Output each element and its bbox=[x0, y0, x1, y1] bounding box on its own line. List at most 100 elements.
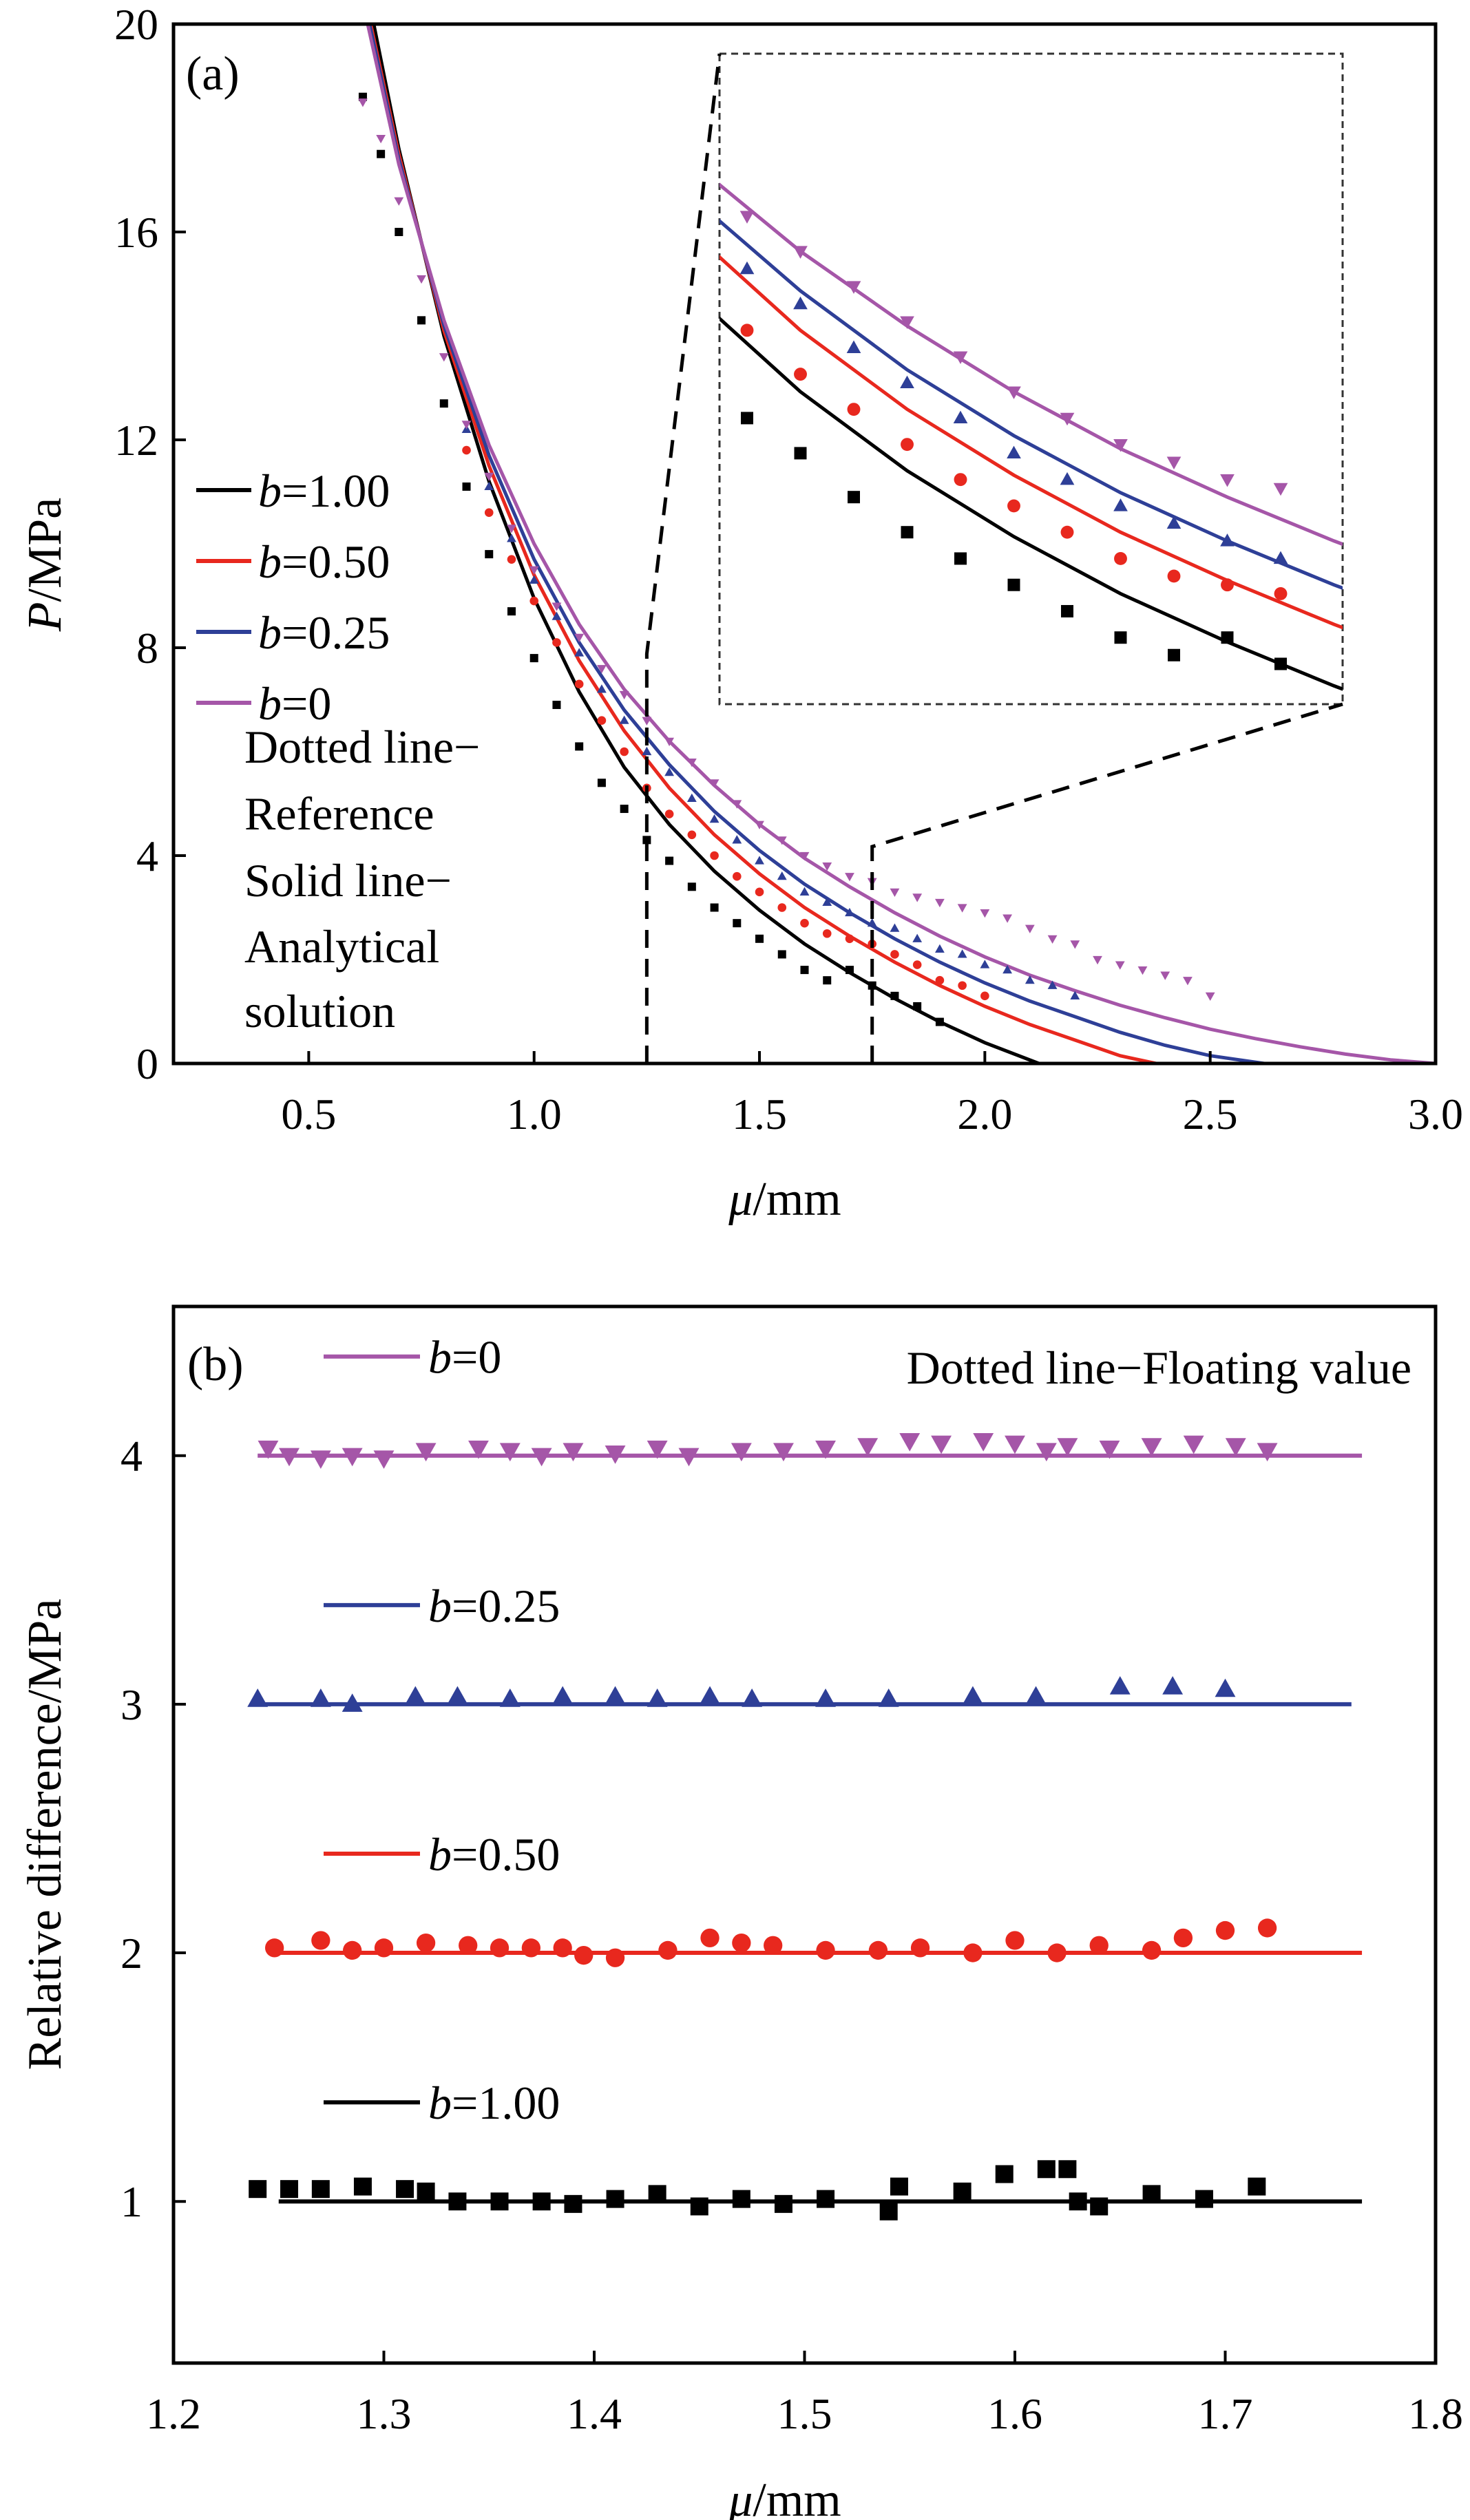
point-a-b=0.25 bbox=[1070, 991, 1080, 999]
point-a-b=0.25 bbox=[1025, 975, 1035, 984]
point-a-b=0.50 bbox=[664, 809, 674, 818]
point-b-b=1.00 bbox=[311, 2180, 330, 2199]
point-a-b=0 bbox=[552, 602, 562, 611]
point-a-b=0.50 bbox=[755, 887, 764, 897]
y-tick-label-b: 1 bbox=[120, 2177, 143, 2226]
point-a-b=1.00 bbox=[823, 976, 832, 985]
point-a-b=0.50 bbox=[597, 716, 607, 725]
point-a-b=0.50 bbox=[462, 445, 471, 455]
point-a-b=0.25 bbox=[597, 684, 607, 693]
point-b-b=0.50 bbox=[700, 1928, 720, 1948]
point-a-b=1.00 bbox=[507, 607, 516, 616]
point-a-b=1.00 bbox=[552, 701, 561, 710]
point-b-b=0.50 bbox=[732, 1933, 751, 1953]
curve-a-b=0 bbox=[366, 24, 1436, 1063]
panel-a: 0.5 1.0 1.5 2.0 2.5 3.0 0 4 8 12 16 20 (a) μ/mm P/M… bbox=[19, 0, 1463, 1226]
zoom-point-b=1.00 bbox=[1114, 631, 1127, 644]
point-b-b=0.50 bbox=[416, 1933, 436, 1953]
y-tick-label-a: 0 bbox=[136, 1039, 158, 1088]
point-b-b=0.50 bbox=[521, 1938, 540, 1958]
point-b-b=1.00 bbox=[1069, 2192, 1087, 2211]
zoom-point-b=0 bbox=[1273, 483, 1288, 496]
panel-label-a: (a) bbox=[186, 47, 240, 100]
legend-a-label-b=0: b=0 bbox=[258, 677, 331, 730]
zoom-point-b=0.50 bbox=[1114, 551, 1127, 565]
y-axis-label-b: Relative difference/MPa bbox=[19, 1599, 72, 2071]
point-b-b=1.00 bbox=[280, 2180, 299, 2199]
point-b-b=1.00 bbox=[1037, 2160, 1056, 2179]
point-b-b=0 bbox=[1099, 1440, 1120, 1459]
point-a-b=0.50 bbox=[958, 981, 967, 991]
point-a-b=0.25 bbox=[686, 793, 697, 803]
point-b-b=0.50 bbox=[574, 1946, 594, 1965]
point-a-b=0.25 bbox=[1047, 980, 1058, 989]
zoom-point-b=0.50 bbox=[1274, 587, 1288, 600]
point-b-b=0.50 bbox=[816, 1940, 835, 1960]
point-a-b=1.00 bbox=[868, 981, 876, 990]
point-a-b=0 bbox=[1070, 940, 1080, 949]
point-b-b=0.25 bbox=[1215, 1678, 1236, 1697]
point-b-b=0 bbox=[931, 1435, 952, 1454]
point-b-b=0 bbox=[647, 1440, 668, 1459]
point-b-b=1.00 bbox=[732, 2190, 750, 2208]
point-b-b=0.50 bbox=[490, 1938, 510, 1958]
point-a-b=0 bbox=[755, 820, 764, 829]
point-b-b=0.25 bbox=[647, 1688, 668, 1707]
point-b-b=0.50 bbox=[311, 1931, 330, 1950]
zoom-point-b=0.50 bbox=[954, 473, 967, 487]
point-b-b=0.50 bbox=[1047, 1943, 1067, 1962]
point-a-b=0 bbox=[417, 275, 426, 284]
x-tick-label-b: 1.4 bbox=[567, 2389, 622, 2438]
point-b-b=1.00 bbox=[648, 2185, 666, 2203]
point-b-b=0.50 bbox=[910, 1938, 930, 1958]
point-a-b=0.50 bbox=[822, 929, 832, 938]
point-a-b=0 bbox=[376, 135, 386, 144]
point-a-b=0 bbox=[358, 98, 368, 107]
zoom-point-b=0.25 bbox=[1273, 551, 1288, 564]
annotation-a: Dotted line− Reference Solid line− Analy… bbox=[244, 721, 480, 1037]
zoom-point-b=0 bbox=[900, 316, 914, 329]
point-a-b=0.50 bbox=[980, 991, 989, 1001]
point-b-b=0 bbox=[1036, 1443, 1057, 1462]
point-b-b=0 bbox=[1257, 1443, 1278, 1462]
point-a-b=0.25 bbox=[755, 856, 764, 865]
zoom-point-b=1.00 bbox=[1061, 604, 1073, 617]
point-a-b=0.25 bbox=[529, 575, 539, 584]
point-b-b=0 bbox=[1005, 1435, 1025, 1454]
point-a-b=0.25 bbox=[709, 814, 720, 823]
zoom-point-b=1.00 bbox=[901, 526, 914, 539]
point-a-b=0 bbox=[574, 633, 585, 643]
y-tick-label-a: 8 bbox=[136, 624, 158, 673]
point-a-b=0.25 bbox=[552, 611, 562, 620]
zoom-point-b=0.50 bbox=[1060, 525, 1074, 539]
zoom-point-b=0.50 bbox=[794, 368, 807, 381]
zoom-point-b=1.00 bbox=[848, 491, 860, 504]
point-a-b=0.25 bbox=[619, 715, 629, 724]
point-b-b=0.50 bbox=[374, 1938, 394, 1958]
point-a-b=0 bbox=[732, 800, 742, 809]
zoom-connector-right bbox=[870, 702, 1343, 1063]
zoom-point-b=0 bbox=[1220, 474, 1235, 487]
point-a-b=0 bbox=[461, 421, 472, 430]
point-a-b=0.50 bbox=[912, 960, 922, 969]
point-a-b=0.50 bbox=[800, 918, 809, 928]
point-b-b=0 bbox=[342, 1448, 363, 1467]
point-a-b=0.50 bbox=[507, 555, 516, 564]
note-line-5: solution bbox=[244, 985, 395, 1037]
zoom-inset-frame bbox=[718, 52, 1344, 706]
point-b-b=0.25 bbox=[405, 1686, 426, 1705]
point-a-b=0.25 bbox=[1002, 964, 1012, 974]
point-a-b=0 bbox=[664, 737, 675, 747]
point-b-b=0 bbox=[310, 1450, 331, 1469]
y-tick-label-a: 20 bbox=[114, 0, 158, 49]
point-a-b=0.50 bbox=[845, 934, 854, 944]
point-b-b=1.00 bbox=[1058, 2160, 1077, 2179]
point-a-b=0 bbox=[845, 873, 854, 882]
point-b-b=0 bbox=[731, 1443, 752, 1462]
zoom-point-b=0.50 bbox=[740, 324, 754, 337]
zoom-point-b=0.50 bbox=[1167, 569, 1181, 583]
legend-a: b=1.00 b=0.50 b=0.25 b=0 bbox=[196, 465, 390, 730]
point-b-b=0.50 bbox=[605, 1948, 625, 1967]
legend-b-label-b=0.50: b=0.50 bbox=[428, 1828, 560, 1881]
note-line-1: Dotted line− bbox=[244, 721, 480, 773]
